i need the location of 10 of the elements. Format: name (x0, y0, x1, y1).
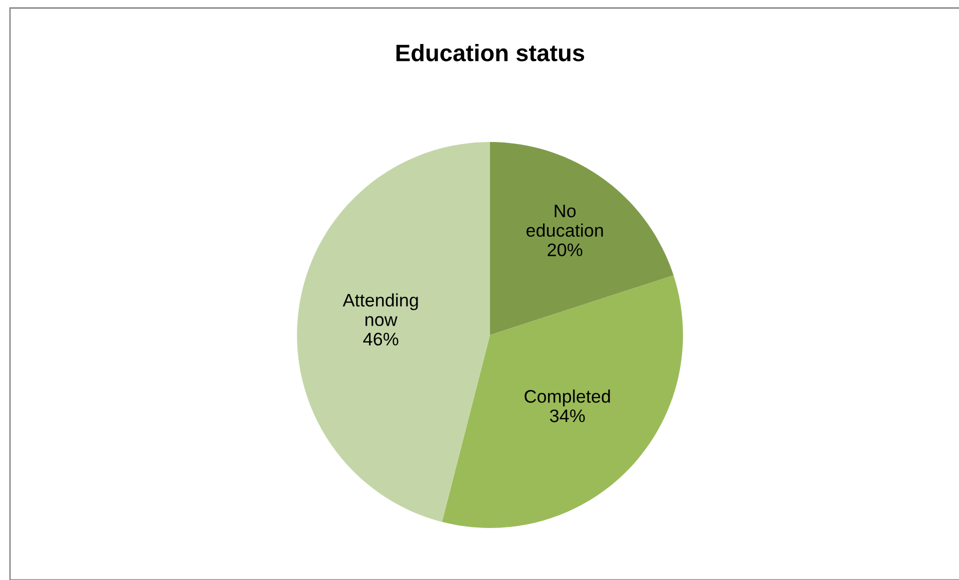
data-label: 20% (548, 243, 582, 256)
pie-slice (442, 275, 683, 528)
pie-slice (490, 142, 674, 335)
data-label: 34% (550, 409, 585, 422)
slice-label: No education (526, 204, 603, 237)
data-label: 46% (363, 332, 398, 346)
chart-title: Education status (396, 44, 584, 62)
slice-label: Completed (524, 390, 610, 406)
pie-slice (297, 142, 490, 522)
slice-label: Attending now (342, 293, 418, 326)
